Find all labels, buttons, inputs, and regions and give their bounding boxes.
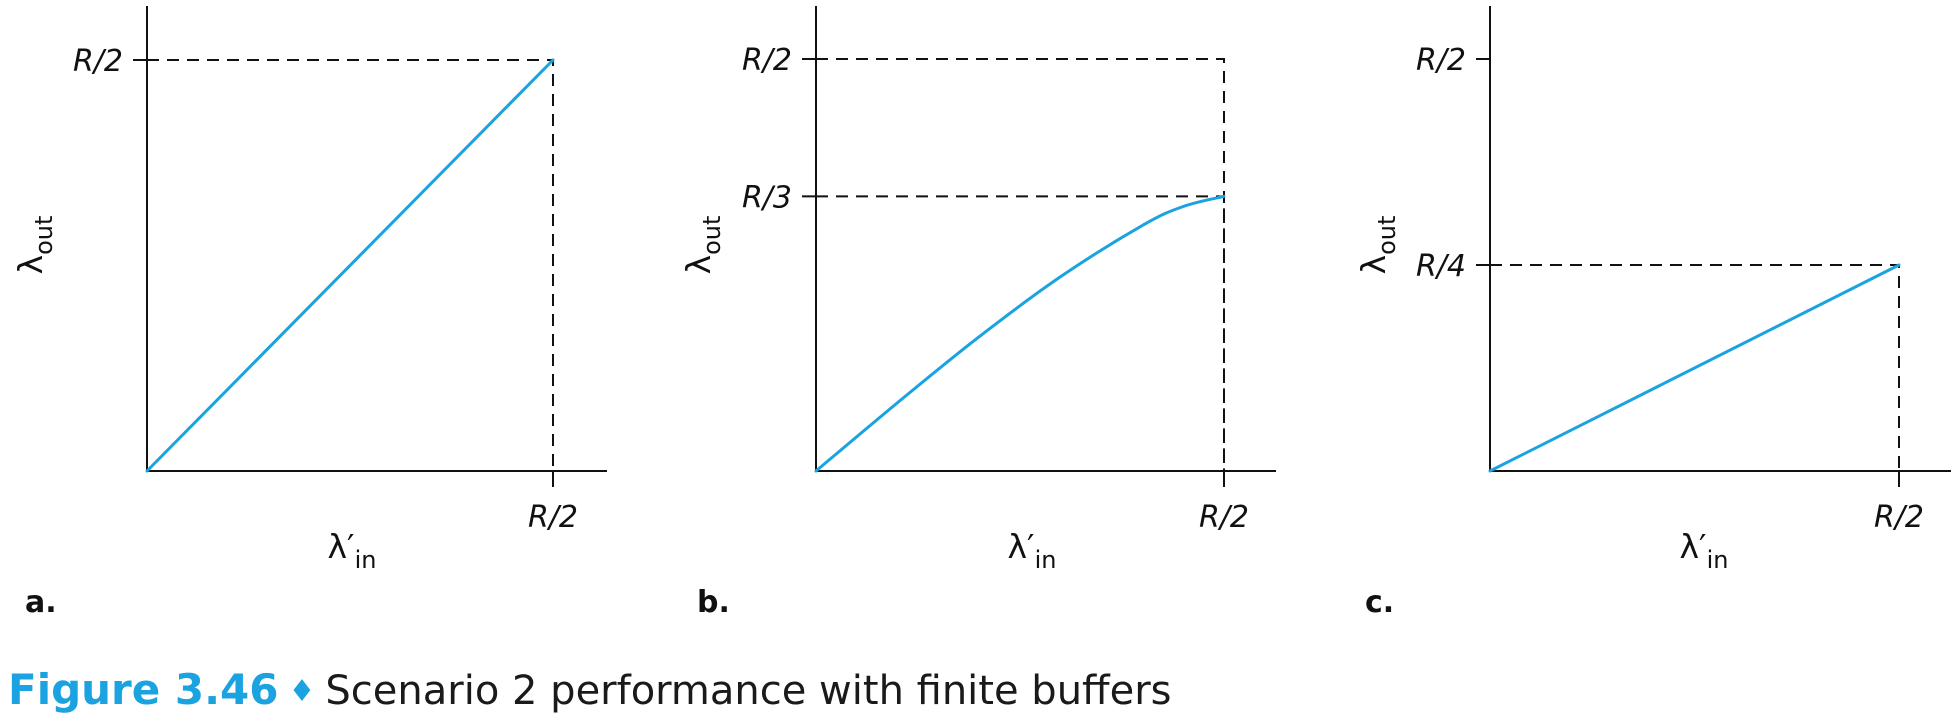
dashed-guide-1	[816, 58, 1225, 471]
chart-panel-3: R/2 R/4 R/2 λ′in λout c.	[1354, 6, 1951, 620]
y-tick-label: R/2	[742, 43, 792, 78]
x-axis-label: λ′in	[328, 527, 377, 574]
y-tick-label: R/2	[73, 44, 123, 79]
y-axis-label: λout	[679, 216, 726, 275]
figure-caption: Figure 3.46 ♦ Scenario 2 performance with …	[8, 662, 1172, 718]
chart-panel-1: R/2 R/2 λ′in λout a.	[11, 6, 607, 620]
caption-text: Scenario 2 performance with finite buffe…	[325, 668, 1172, 714]
x-tick-label: R/2	[528, 500, 578, 535]
panel-label: c.	[1365, 585, 1394, 620]
y-axis-label: λout	[11, 216, 58, 275]
caption-diamond-separator: ♦	[288, 674, 316, 709]
caption-figure-number: Figure 3.46	[8, 665, 279, 714]
throughput-curve	[145, 58, 555, 473]
panel-label: a.	[25, 585, 57, 620]
dashed-guide-2	[816, 195, 1225, 471]
x-axis-label: λ′in	[1008, 527, 1057, 574]
y-tick-label: R/3	[742, 180, 792, 215]
panel-label: b.	[697, 585, 730, 620]
x-axis-label: λ′in	[1680, 527, 1729, 574]
y-axis-label: λout	[1354, 216, 1401, 275]
throughput-curve	[1488, 263, 1901, 473]
throughput-curve	[814, 194, 1226, 473]
y-tick-label: R/2	[1416, 43, 1466, 78]
x-tick-label: R/2	[1874, 500, 1924, 535]
x-tick-label: R/2	[1199, 500, 1249, 535]
y-tick-label: R/4	[1416, 249, 1466, 284]
chart-panel-2: R/2 R/3 R/2 λ′in λout b.	[679, 6, 1276, 620]
